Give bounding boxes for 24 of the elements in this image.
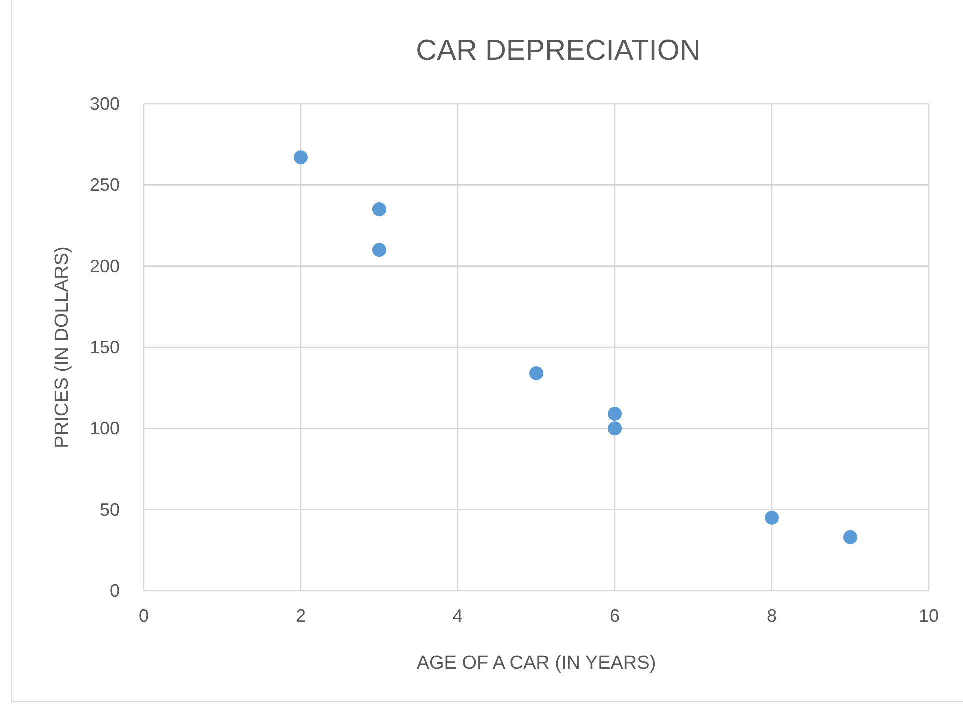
point (372, 243, 386, 258)
y-tick-label: 300 (90, 94, 120, 114)
chart-title: CAR DEPRECIATION (416, 35, 701, 67)
point (608, 422, 622, 436)
y-tick-label: 50 (100, 500, 120, 520)
point (608, 407, 622, 422)
x-tick-label: 8 (766, 606, 778, 626)
x-axis-title: AGE OF A CAR (IN YEARS) (416, 653, 656, 674)
y-tick-label: 100 (90, 418, 120, 439)
point (765, 510, 779, 525)
x-tick-label: 6 (610, 606, 620, 626)
x-tick-label: 2 (296, 606, 306, 626)
y-tick-label: 200 (90, 256, 120, 276)
y-tick-label: 0 (110, 581, 120, 601)
point (294, 150, 308, 165)
point (844, 530, 858, 544)
x-tick-label: 0 (138, 606, 150, 626)
y-tick-label: 250 (90, 175, 120, 196)
y-axis-title: PRICES (IN DOLLARS) (52, 246, 73, 448)
y-tick-label: 150 (90, 338, 120, 358)
x-tick-label: 10 (918, 606, 940, 626)
point (530, 366, 544, 380)
x-tick-label: 4 (452, 606, 464, 626)
point (372, 202, 386, 217)
